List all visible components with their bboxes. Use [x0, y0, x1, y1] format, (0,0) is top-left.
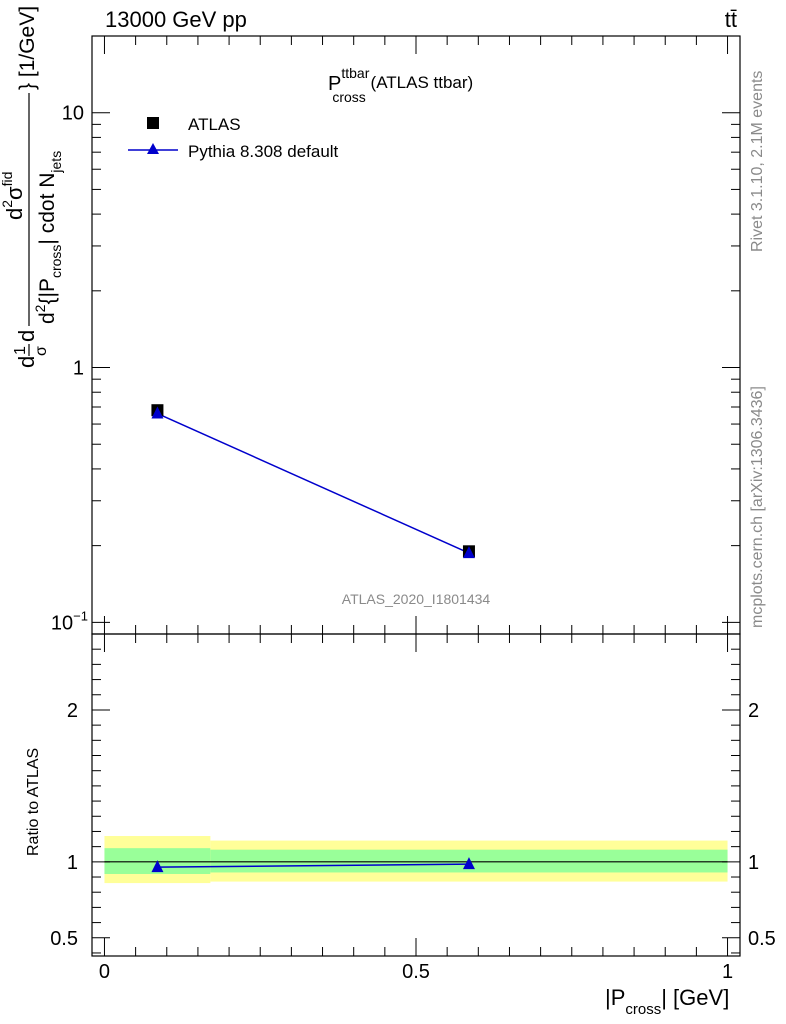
x-tick-label: 0 [99, 961, 110, 983]
main-panel: 10−1 1 10 Pttbar cross (ATLAS ttbar) ATLAS_… [51, 35, 741, 635]
ratio-y-tick-label: 1 [67, 852, 78, 874]
rivet-version-label: Rivet 3.1.10, 2.1M events [749, 71, 766, 252]
legend: ATLAS Pythia 8.308 default [128, 115, 339, 161]
ylabel-units: [1/GeV] [16, 6, 39, 77]
x-tick-label: 1 [722, 961, 733, 983]
ylabel-num-sigma: σ [2, 186, 27, 200]
ratio-point-pythia [462, 857, 475, 870]
plot-title-sup: ttbar [341, 65, 369, 81]
ylabel-den-text2: | cdot N [36, 173, 59, 245]
main-x-ticks [103, 36, 729, 634]
ylabel-frac1-den: σ [33, 346, 50, 356]
data-point-pythia [462, 546, 475, 559]
ylabel-d-suffix: d [14, 330, 39, 342]
ylabel-num-d: d [2, 208, 27, 220]
ylabel-den-sub2: jets [48, 151, 64, 174]
ratio-series [151, 857, 475, 873]
ylabel-frac1-num: 1 [12, 346, 29, 355]
svg-text:d2σfid: d2σfid [0, 172, 27, 220]
svg-text:d2{|Pcross| cdot Njets: d2{|Pcross| cdot Njets [32, 151, 64, 324]
ratio-point-pythia [151, 860, 164, 873]
main-y-tick-label: 10 [62, 103, 84, 125]
main-series [151, 404, 475, 559]
ylabel-den-text3: } [16, 83, 39, 90]
x-tick-label: 0.5 [402, 961, 430, 983]
ratio-line-pythia [157, 863, 469, 868]
ylabel-den-text1: {|P [36, 278, 59, 304]
series-line-pythia [157, 412, 470, 554]
ratio-frame [91, 633, 741, 957]
plot-title-rest: (ATLAS ttbar) [366, 73, 473, 92]
legend-atlas-label: ATLAS [188, 115, 241, 134]
ylabel-den-d: d [36, 312, 59, 324]
ylabel-d-prefix: d [14, 356, 39, 368]
ratio-y-tick-label: 2 [67, 700, 78, 722]
plot-title-sub: cross [332, 89, 365, 105]
ratio-y-tick-label-right: 2 [748, 700, 759, 722]
analysis-watermark: ATLAS_2020_I1801434 [342, 591, 491, 607]
process-label: tt̄ [725, 7, 737, 32]
main-y-axis-label: d 1 σ d d2σfid d2{|Pcross| cdot Njets } … [0, 6, 64, 368]
main-y-tick-label: 10−1 [51, 608, 88, 634]
plot-title-main: P [328, 73, 341, 95]
plot-title: Pttbar cross (ATLAS ttbar) [328, 65, 473, 105]
ratio-y-axis-label: Ratio to ATLAS [25, 748, 42, 856]
data-point-pythia [151, 406, 164, 419]
xlabel-pre: |P [605, 985, 625, 1010]
xlabel-sub: cross [625, 1001, 661, 1018]
ylabel-num-sup: 2 [0, 200, 15, 208]
main-y-ticks: 10−1 1 10 [51, 35, 740, 635]
ylabel-den-sub1: cross [48, 245, 64, 278]
main-y-tick-label: 1 [73, 358, 84, 380]
ylabel-num-sup2: fid [0, 172, 15, 187]
mcplots-label: mcplots.cern.ch [arXiv:1306.3436] [749, 386, 766, 628]
ratio-y-tick-label-right: 1 [748, 852, 759, 874]
xlabel-post: | [GeV] [661, 985, 729, 1010]
ratio-y-ticks: 0.5 0.5 1 1 2 2 [50, 633, 776, 954]
svg-text:} [1/GeV]: } [1/GeV] [16, 6, 39, 90]
legend-pythia-label: Pythia 8.308 default [188, 142, 339, 161]
legend-atlas-marker [147, 117, 159, 129]
ratio-bands [104, 836, 728, 884]
legend-pythia-marker [147, 143, 159, 154]
ratio-y-tick-label: 0.5 [50, 928, 78, 950]
ylabel-den-sup: 2 [32, 304, 48, 312]
energy-label: 13000 GeV pp [105, 7, 247, 32]
svg-text:d: d [14, 356, 39, 368]
x-axis-label: |Pcross| [GeV] [605, 985, 729, 1018]
ratio-panel: 0.5 0.51 12 2 0 0.5 1 [50, 633, 776, 983]
ratio-x-ticks: 0 0.5 1 [99, 634, 733, 983]
ratio-y-tick-label-right: 0.5 [748, 928, 776, 950]
